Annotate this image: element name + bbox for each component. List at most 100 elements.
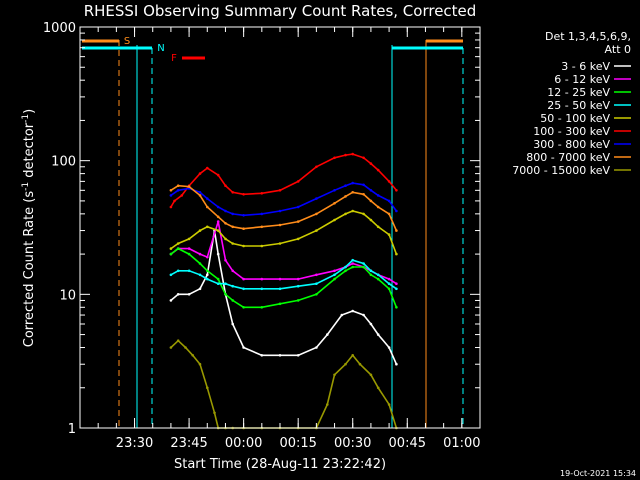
series-point <box>344 195 347 198</box>
series-point <box>362 156 365 160</box>
y-tick-label: 1000 <box>43 21 76 36</box>
series-point <box>216 173 220 177</box>
series-point <box>351 181 355 185</box>
series-point <box>387 199 391 203</box>
series-point <box>169 194 173 197</box>
series-point <box>260 354 264 357</box>
series-point <box>278 189 282 192</box>
series-line <box>170 210 398 255</box>
y-axis-label: Corrected Count Rate (s-1 detector-1) <box>21 109 37 347</box>
series-point <box>344 153 347 157</box>
series-point <box>198 229 202 232</box>
series-line <box>170 221 397 285</box>
series-point <box>206 269 209 273</box>
series-point <box>333 189 336 192</box>
x-axis-label: Start Time (28-Aug-11 23:22:42) <box>174 457 386 472</box>
series-point <box>216 282 220 286</box>
series-point <box>351 309 355 313</box>
series-point <box>216 277 220 281</box>
series-point <box>260 192 264 195</box>
series-point <box>198 191 202 194</box>
series-point <box>351 262 355 265</box>
legend-label: 25 - 50 keV <box>547 99 610 112</box>
x-tick-label: 00:00 <box>225 436 262 451</box>
x-axis: 23:30 23:45 00:00 00:15 00:30 00:45 01:00 <box>97 27 481 451</box>
series-point <box>369 373 373 377</box>
series-point <box>206 205 209 209</box>
series-point <box>198 252 202 256</box>
series-line <box>170 230 398 365</box>
legend-header: Det 1,3,4,5,6,9, <box>545 30 631 43</box>
series-point <box>169 189 173 192</box>
legend-label: 7000 - 15000 keV <box>512 164 610 177</box>
series-point <box>387 287 391 291</box>
series-point <box>315 197 318 200</box>
series-line <box>170 184 398 231</box>
series-point <box>278 302 282 306</box>
legend-label: 800 - 7000 keV <box>526 151 610 164</box>
series-point <box>296 205 300 209</box>
series-point <box>315 346 318 349</box>
series-point <box>260 244 264 248</box>
series-point <box>395 252 398 256</box>
series-point <box>351 265 355 269</box>
series-point <box>278 277 282 281</box>
series-point <box>231 299 234 302</box>
series-point <box>260 277 264 281</box>
series-line <box>170 259 397 290</box>
series-point <box>216 215 220 219</box>
series-point <box>362 212 365 216</box>
series-point <box>176 269 180 273</box>
series-point <box>333 269 336 273</box>
series-point <box>333 277 336 281</box>
series-point <box>344 212 347 216</box>
series-point <box>206 166 209 170</box>
series-point <box>206 197 209 200</box>
series-point <box>206 386 209 390</box>
series-point <box>387 180 391 183</box>
series-point <box>395 362 398 366</box>
series-point <box>198 362 202 366</box>
series-point <box>387 282 391 286</box>
series-point <box>260 212 264 216</box>
series-point <box>333 373 336 377</box>
series-point <box>376 205 380 209</box>
series-point <box>242 193 245 196</box>
series-point <box>231 322 234 326</box>
legend-label: 100 - 300 keV <box>533 125 610 138</box>
y-axis-label-sup: -1 <box>21 182 31 191</box>
series-point <box>333 218 336 222</box>
series-point <box>224 258 227 262</box>
series-point <box>206 255 209 259</box>
series-point <box>260 287 264 291</box>
series-point <box>278 209 282 213</box>
series-point <box>369 218 373 222</box>
series-point <box>224 184 227 187</box>
plot-timestamp: 19-Oct-2021 15:34 <box>560 469 636 478</box>
series-point <box>242 227 245 230</box>
series-point <box>198 262 202 265</box>
series-point <box>362 262 365 265</box>
x-tick-label: 01:00 <box>443 436 480 451</box>
series-point <box>278 242 282 245</box>
y-axis-label-sup: -1 <box>21 114 31 123</box>
series-point <box>376 168 380 172</box>
series-point <box>176 242 180 245</box>
series-point <box>315 273 318 277</box>
series-point <box>216 205 220 209</box>
series-point <box>278 223 282 227</box>
series-point <box>387 233 391 236</box>
series-point <box>224 237 227 241</box>
series-point <box>260 306 264 309</box>
series-point <box>340 313 344 317</box>
series-point <box>213 411 216 415</box>
series-point <box>231 269 234 273</box>
series-point <box>315 212 318 216</box>
series-point <box>395 189 398 192</box>
flag-label: F <box>171 53 177 64</box>
series-point <box>333 273 336 277</box>
series-point <box>296 299 300 302</box>
y-tick-label: 100 <box>51 155 76 170</box>
series-point <box>351 354 355 357</box>
series-point <box>296 237 300 241</box>
